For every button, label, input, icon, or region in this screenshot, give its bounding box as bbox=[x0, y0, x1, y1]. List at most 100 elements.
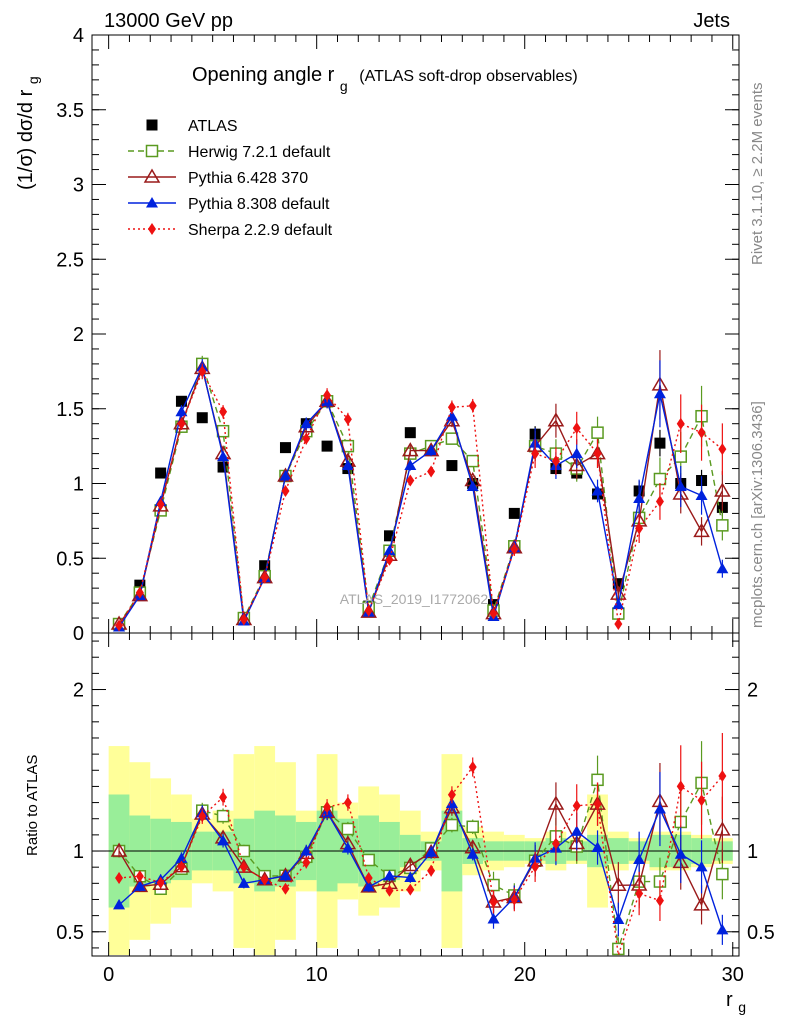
main-point-sherpa-4 bbox=[219, 405, 228, 418]
ratio-point-sherpa-4 bbox=[219, 791, 228, 804]
ratio-point-sherpa-4 bbox=[635, 887, 644, 900]
ratio-point-pythia-3 bbox=[466, 848, 479, 859]
legend-label: Pythia 8.308 default bbox=[188, 196, 330, 213]
ratio-point-sherpa-4 bbox=[260, 873, 269, 886]
main-point-herwig-1 bbox=[653, 472, 667, 486]
analysis-watermark: ATLAS_2019_I1772062 bbox=[340, 591, 489, 607]
ratio-tick-label-right: 1 bbox=[747, 841, 758, 863]
main-point-pythia-3 bbox=[633, 492, 646, 503]
ratio-point-pythia-3 bbox=[279, 869, 292, 881]
main-point-sherpa-4 bbox=[468, 399, 477, 412]
main-point-sherpa-4 bbox=[198, 365, 207, 378]
main-point-pythia-3 bbox=[653, 387, 666, 399]
y-tick-label: 2 bbox=[73, 324, 84, 346]
main-point-sherpa-4 bbox=[281, 484, 290, 497]
main-point-sherpa-4 bbox=[343, 413, 352, 426]
ratio-point-pythia-2 bbox=[547, 795, 565, 810]
plot-title-main: Opening angle r bbox=[192, 64, 335, 86]
legend: ATLAS Herwig 7.2.1 default Pythia 6.428 37… bbox=[128, 118, 333, 239]
main-line-sherpa-4 bbox=[118, 369, 723, 626]
main-point-pythia-3 bbox=[425, 444, 438, 456]
x-axis-label-subscript: g bbox=[738, 999, 746, 1015]
ratio-point-pythia-2 bbox=[693, 896, 710, 911]
main-point-sherpa-4 bbox=[655, 495, 664, 508]
main-point-pythia-3 bbox=[341, 459, 354, 471]
main-point-sherpa-4 bbox=[489, 607, 498, 620]
main-point-pythia-3 bbox=[466, 480, 479, 491]
ratio-panel-frame bbox=[91, 632, 740, 957]
main-point-atlas-0 bbox=[175, 395, 187, 407]
ratio-point-sherpa-4 bbox=[489, 896, 498, 909]
main-point-sherpa-4 bbox=[135, 586, 144, 599]
y-tick-label: 4 bbox=[73, 25, 84, 47]
ratio-point-pythia-3 bbox=[133, 880, 146, 891]
main-point-pythia-3 bbox=[300, 417, 313, 429]
main-panel-series bbox=[110, 350, 731, 632]
legend-marker bbox=[146, 197, 158, 208]
ratio-point-sherpa-4 bbox=[177, 860, 186, 873]
main-point-sherpa-4 bbox=[676, 417, 685, 430]
main-point-atlas-0 bbox=[612, 578, 624, 590]
ratio-tick-label: 2 bbox=[73, 680, 84, 702]
ratio-point-pythia-3 bbox=[570, 825, 583, 836]
ratio-point-sherpa-4 bbox=[156, 876, 165, 889]
y-axis-label-subscript: g bbox=[25, 76, 41, 84]
ratio-point-pythia-3 bbox=[674, 848, 687, 859]
main-point-sherpa-4 bbox=[447, 401, 456, 414]
main-point-sherpa-4 bbox=[260, 571, 269, 584]
main-point-atlas-0 bbox=[404, 427, 416, 439]
ratio-point-pythia-3 bbox=[425, 846, 438, 857]
ratio-point-pythia-3 bbox=[113, 898, 126, 910]
main-point-sherpa-4 bbox=[718, 443, 727, 456]
ratio-point-sherpa-4 bbox=[343, 796, 352, 809]
main-point-pythia-3 bbox=[674, 480, 687, 491]
ratio-point-sherpa-4 bbox=[510, 893, 519, 906]
ratio-point-sherpa-4 bbox=[531, 860, 540, 873]
main-point-sherpa-4 bbox=[302, 432, 311, 445]
ratio-point-sherpa-4 bbox=[572, 799, 581, 812]
main-point-sherpa-4 bbox=[510, 543, 519, 556]
legend-label: ATLAS bbox=[188, 118, 238, 135]
x-tick-label: 0 bbox=[103, 964, 114, 986]
axes-ticks: 00.511.522.533.540.5 0.51 12 20 10 20 30 bbox=[56, 25, 775, 986]
ratio-line-pythia-3 bbox=[118, 801, 724, 931]
main-point-pythia-2 bbox=[693, 522, 710, 538]
main-point-pythia-3 bbox=[695, 489, 708, 500]
ratio-point-sherpa-4 bbox=[551, 837, 560, 850]
ratio-tick-label: 1 bbox=[73, 841, 84, 863]
main-point-sherpa-4 bbox=[364, 604, 373, 617]
main-point-sherpa-4 bbox=[406, 474, 415, 487]
x-tick-label: 30 bbox=[722, 964, 744, 986]
main-point-atlas-0 bbox=[321, 440, 333, 452]
ratio-point-sherpa-4 bbox=[655, 894, 664, 907]
ratio-panel-series bbox=[110, 733, 731, 956]
main-point-pythia-3 bbox=[591, 484, 604, 496]
main-point-sherpa-4 bbox=[156, 498, 165, 511]
ratio-point-sherpa-4 bbox=[135, 870, 144, 883]
main-point-atlas-0 bbox=[508, 507, 520, 519]
legend-label: Herwig 7.2.1 default bbox=[188, 144, 331, 161]
ratio-point-pythia-3 bbox=[362, 880, 375, 892]
ratio-point-pythia-3 bbox=[217, 834, 230, 846]
main-point-sherpa-4 bbox=[593, 447, 602, 460]
ratio-point-sherpa-4 bbox=[385, 884, 394, 897]
y-tick-label: 1 bbox=[73, 474, 84, 496]
main-point-pythia-3 bbox=[175, 405, 188, 417]
main-point-pythia-3 bbox=[404, 459, 417, 471]
ratio-point-pythia-3 bbox=[591, 841, 604, 853]
main-point-atlas-0 bbox=[279, 442, 291, 454]
y-tick-label: 1.5 bbox=[56, 399, 84, 421]
main-point-sherpa-4 bbox=[551, 455, 560, 468]
main-point-sherpa-4 bbox=[697, 426, 706, 439]
main-point-pythia-2 bbox=[131, 587, 149, 602]
ratio-point-pythia-3 bbox=[404, 871, 417, 883]
legend-marker bbox=[143, 168, 161, 183]
main-point-sherpa-4 bbox=[115, 619, 124, 632]
ratio-point-sherpa-4 bbox=[281, 882, 290, 895]
energy-label: 13000 GeV pp bbox=[104, 10, 233, 32]
main-point-pythia-3 bbox=[716, 562, 729, 574]
main-point-herwig-1 bbox=[445, 432, 459, 445]
ratio-point-herwig-1 bbox=[716, 867, 729, 881]
main-line-pythia-2 bbox=[118, 366, 723, 625]
